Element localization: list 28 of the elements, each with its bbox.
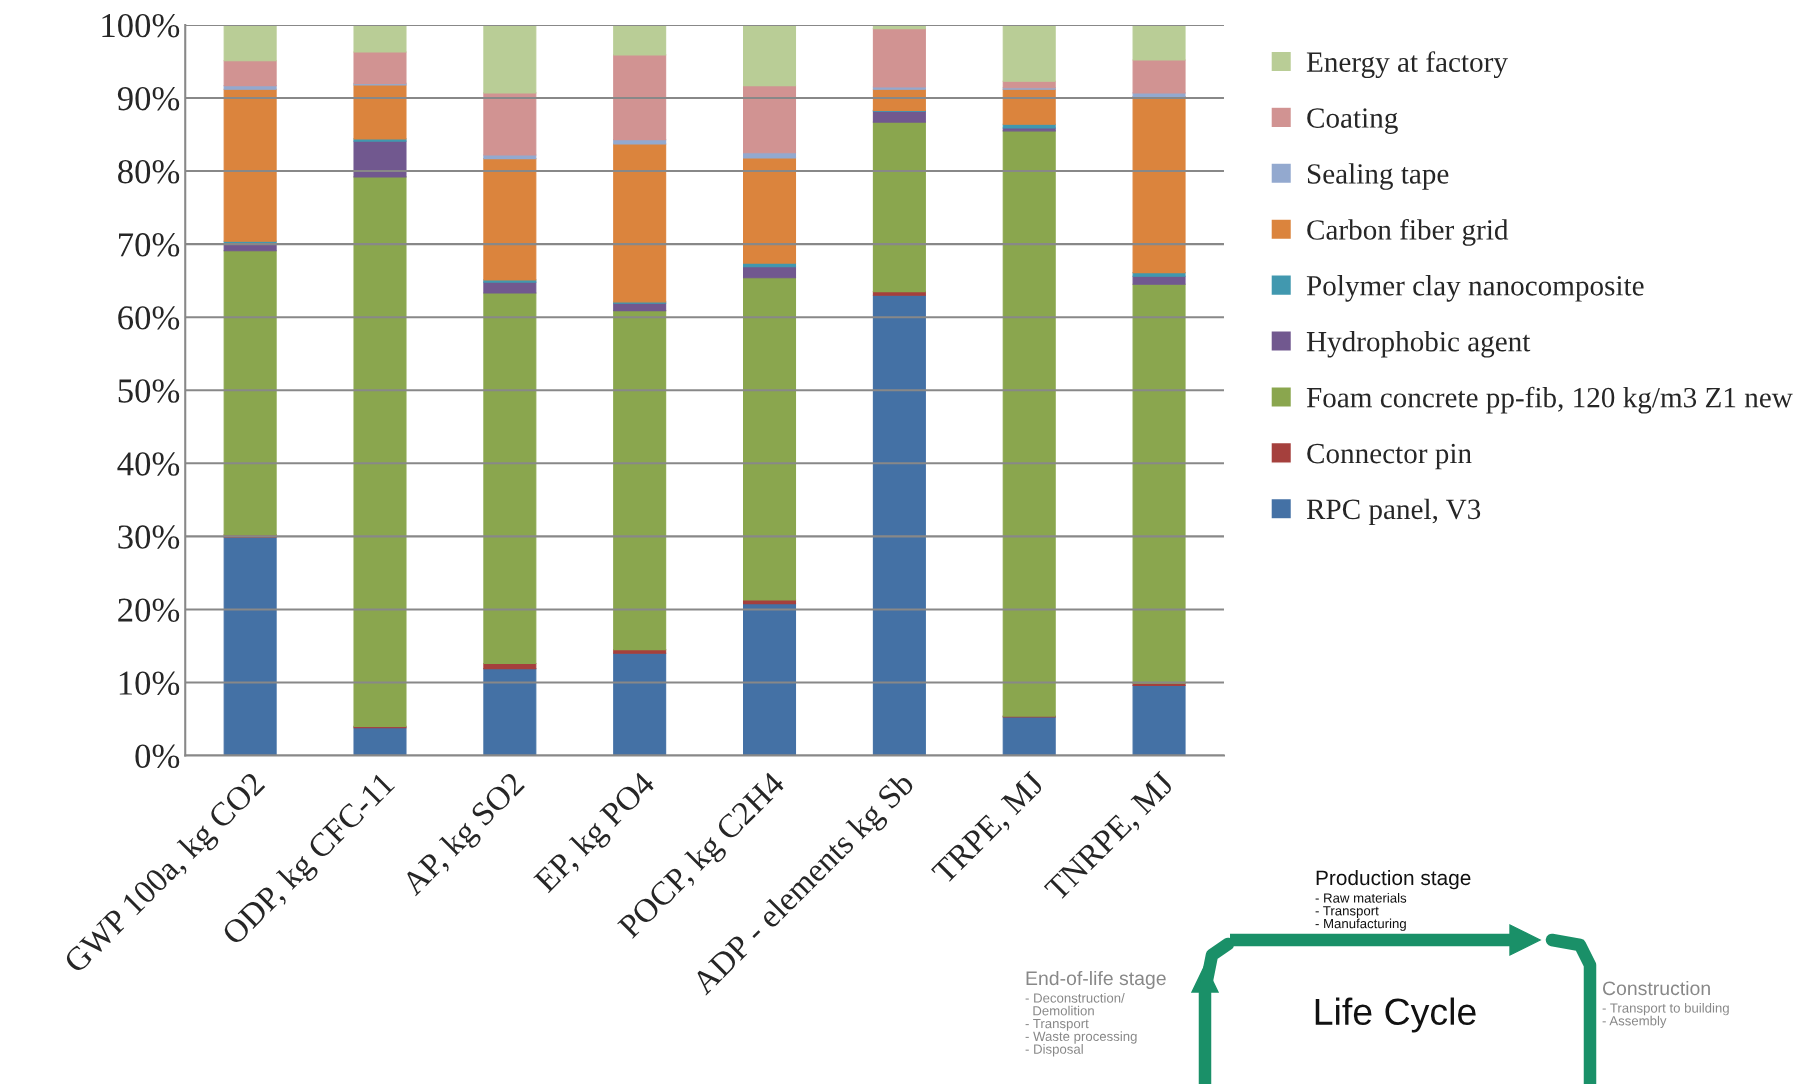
y-tick-label: 40% <box>117 452 180 476</box>
y-tick-label: 80% <box>118 160 180 184</box>
legend-label: Carbon fiber grid <box>1307 218 1509 246</box>
text: - Deconstruction/ Demolition - Transport - Waste processing - Disposal <box>1025 993 1137 1057</box>
y-tick-label: 0% <box>135 744 180 769</box>
text: Life Cycle <box>1315 997 1476 1033</box>
y-tick-label: 60% <box>118 306 180 330</box>
y-tick-label: 90% <box>117 86 180 111</box>
y-tick-label: 30% <box>118 525 180 549</box>
legend-label: RPC panel, V3 <box>1306 498 1481 526</box>
y-tick-label: 10% <box>119 671 180 695</box>
legend-label: Coating <box>1307 108 1398 134</box>
text: - Raw materials - Transport - Manufacturing <box>1315 893 1407 931</box>
legend-label: Polymer clay nanocomposite <box>1306 275 1644 302</box>
text: - Transport to building - Assembly <box>1602 1003 1729 1029</box>
x-tick-label: AP, kg SO2 <box>399 770 530 902</box>
text: Production stage <box>1316 869 1471 890</box>
legend-label: Hydrophobic agent <box>1306 330 1531 358</box>
text: End-of-life stage <box>1026 970 1166 990</box>
legend-label: Connector pin <box>1307 443 1472 470</box>
legend-label: Sealing tape <box>1307 163 1449 190</box>
text: Construction <box>1602 980 1710 996</box>
y-tick-label: 50% <box>118 379 180 403</box>
y-tick-label: 70% <box>119 233 180 257</box>
y-tick-label: 20% <box>118 598 180 622</box>
y-tick-label: 100% <box>102 13 180 38</box>
legend-label: Energy at factory <box>1306 51 1508 79</box>
legend-label: Foam concrete pp-fib, 120 kg/m3 Z1 new <box>1306 386 1793 414</box>
